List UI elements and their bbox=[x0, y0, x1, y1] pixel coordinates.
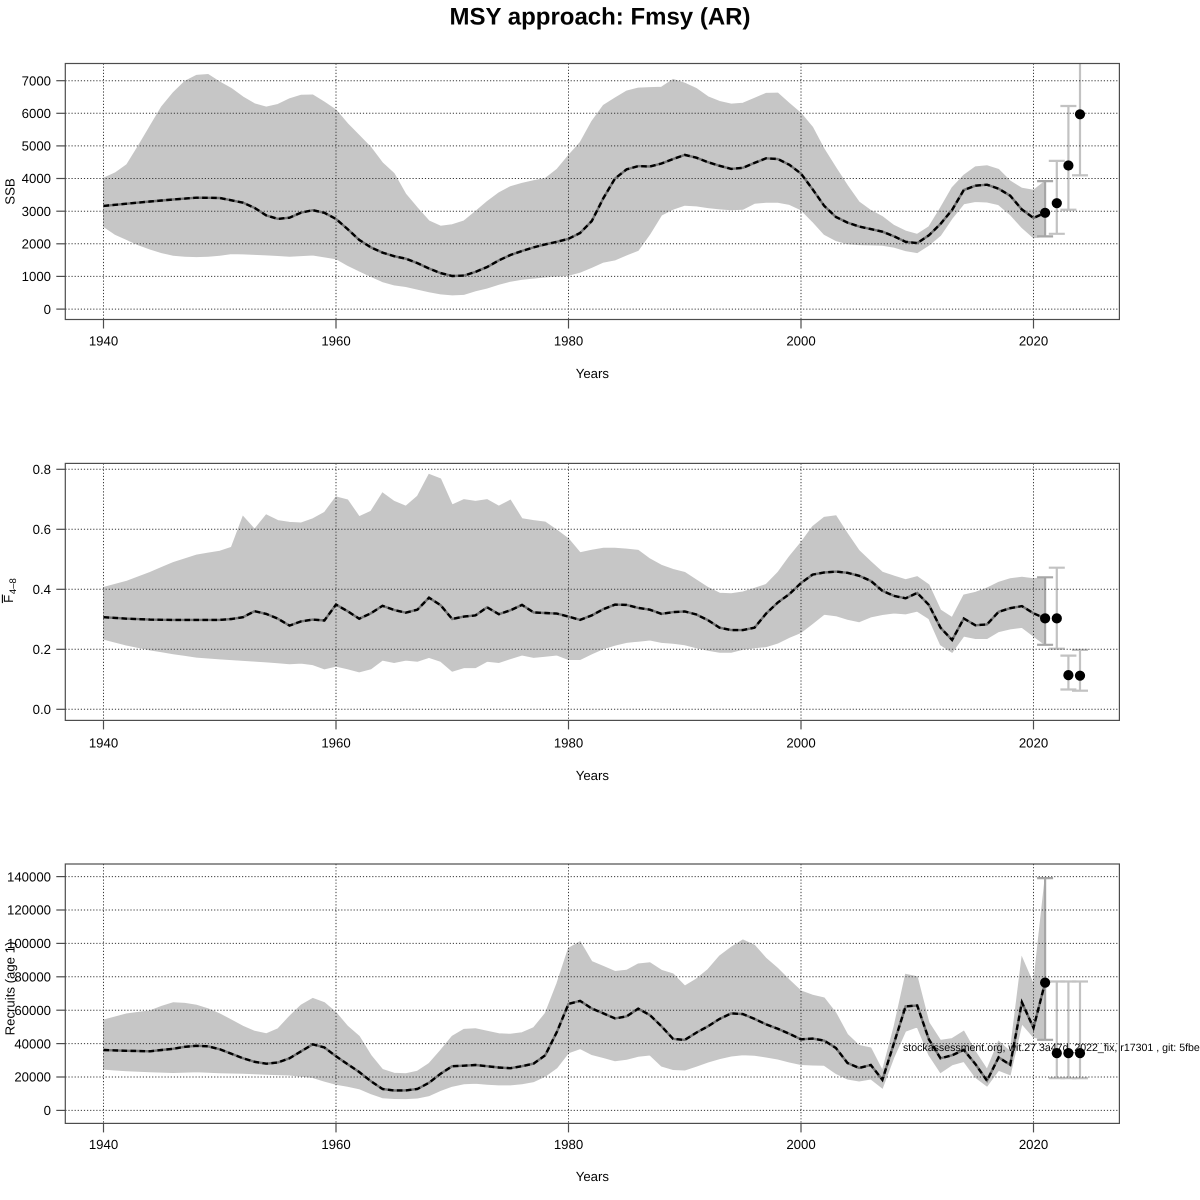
svg-text:2000: 2000 bbox=[786, 736, 815, 751]
svg-text:1960: 1960 bbox=[321, 1137, 350, 1152]
svg-text:F: F bbox=[1, 595, 16, 603]
svg-text:100000: 100000 bbox=[7, 936, 51, 951]
svg-text:2020: 2020 bbox=[1019, 736, 1048, 751]
svg-text:0.0: 0.0 bbox=[33, 702, 51, 717]
svg-text:1000: 1000 bbox=[22, 269, 51, 284]
svg-text:0.8: 0.8 bbox=[33, 462, 51, 477]
svg-text:1940: 1940 bbox=[89, 736, 118, 751]
svg-text:Years: Years bbox=[576, 768, 610, 783]
svg-text:5000: 5000 bbox=[22, 139, 51, 154]
svg-text:2020: 2020 bbox=[1019, 334, 1048, 349]
svg-text:140000: 140000 bbox=[7, 869, 51, 884]
svg-text:0: 0 bbox=[44, 1103, 51, 1118]
svg-text:Years: Years bbox=[576, 1169, 610, 1184]
svg-text:0.6: 0.6 bbox=[33, 522, 51, 537]
svg-text:80000: 80000 bbox=[14, 970, 51, 985]
svg-text:2000: 2000 bbox=[22, 237, 51, 252]
svg-text:4000: 4000 bbox=[22, 171, 51, 186]
svg-text:1960: 1960 bbox=[321, 736, 350, 751]
svg-text:20000: 20000 bbox=[14, 1070, 51, 1085]
svg-text:1940: 1940 bbox=[89, 334, 118, 349]
svg-text:0.2: 0.2 bbox=[33, 642, 51, 657]
svg-text:4–8: 4–8 bbox=[8, 578, 19, 594]
svg-text:Recruits (age 1): Recruits (age 1) bbox=[3, 942, 18, 1036]
svg-text:2020: 2020 bbox=[1019, 1137, 1048, 1152]
svg-text:40000: 40000 bbox=[14, 1036, 51, 1051]
svg-text:0: 0 bbox=[44, 302, 51, 317]
svg-text:stockassessment.org, wit.27.3a: stockassessment.org, wit.27.3a47d_2022_f… bbox=[903, 1042, 1200, 1054]
svg-text:1980: 1980 bbox=[554, 736, 583, 751]
svg-text:7000: 7000 bbox=[22, 73, 51, 88]
svg-text:1980: 1980 bbox=[554, 334, 583, 349]
svg-text:120000: 120000 bbox=[7, 903, 51, 918]
svg-text:Years: Years bbox=[576, 366, 610, 381]
svg-text:60000: 60000 bbox=[14, 1003, 51, 1018]
svg-text:SSB: SSB bbox=[3, 178, 18, 205]
svg-text:2000: 2000 bbox=[786, 334, 815, 349]
svg-text:1960: 1960 bbox=[321, 334, 350, 349]
svg-text:2000: 2000 bbox=[786, 1137, 815, 1152]
svg-text:6000: 6000 bbox=[22, 106, 51, 121]
svg-text:1980: 1980 bbox=[554, 1137, 583, 1152]
svg-text:3000: 3000 bbox=[22, 204, 51, 219]
svg-text:1940: 1940 bbox=[89, 1137, 118, 1152]
svg-text:MSY approach: Fmsy (AR): MSY approach: Fmsy (AR) bbox=[450, 4, 751, 31]
svg-text:0.4: 0.4 bbox=[33, 582, 51, 597]
